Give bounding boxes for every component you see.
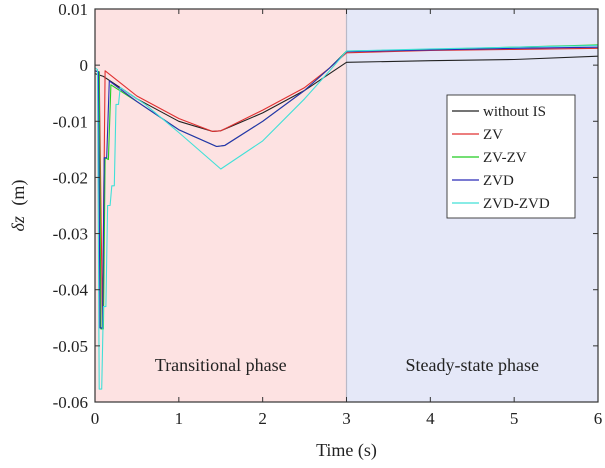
y-tick-label-2: -0.01 bbox=[53, 112, 88, 131]
axis-ticks: 0 1 2 3 4 5 6 0.01 0 -0.01 -0.02 -0.03 -0.04 -0.05 -0.… bbox=[53, 0, 603, 428]
y-tick-label-1: 0 bbox=[80, 56, 89, 75]
x-axis-title: Time (s) bbox=[316, 440, 377, 461]
legend-label-0: without IS bbox=[483, 104, 546, 120]
x-tick-label-2: 2 bbox=[258, 409, 267, 428]
region-label-0: Transitional phase bbox=[155, 355, 287, 375]
y-axis-unit: (m) bbox=[8, 180, 29, 206]
y-tick-label-5: -0.04 bbox=[53, 281, 89, 300]
y-tick-label-7: -0.06 bbox=[53, 393, 88, 412]
region-0 bbox=[95, 9, 347, 402]
y-tick-label-0: 0.01 bbox=[58, 0, 88, 19]
x-tick-label-5: 5 bbox=[510, 409, 519, 428]
y-axis-title: δz (m) bbox=[8, 180, 29, 232]
legend: without IS ZV ZV-ZV ZVD ZVD-ZVD bbox=[446, 94, 576, 219]
series-line-4 bbox=[94, 44, 599, 390]
region-labels: Transitional phase Steady-state phase bbox=[155, 355, 539, 375]
y-tick-label-6: -0.05 bbox=[53, 337, 88, 356]
x-tick-label-6: 6 bbox=[594, 409, 603, 428]
legend-label-3: ZVD bbox=[483, 173, 514, 189]
series-line-3 bbox=[94, 46, 599, 329]
y-tick-label-4: -0.03 bbox=[53, 225, 88, 244]
region-label-1: Steady-state phase bbox=[406, 355, 539, 375]
series-lines bbox=[94, 44, 599, 390]
x-tick-label-1: 1 bbox=[175, 409, 184, 428]
legend-label-1: ZV bbox=[483, 127, 503, 143]
x-tick-label-4: 4 bbox=[426, 409, 435, 428]
y-tick-label-3: -0.02 bbox=[53, 168, 88, 187]
x-tick-label-3: 3 bbox=[342, 409, 351, 428]
legend-label-2: ZV-ZV bbox=[483, 150, 527, 166]
legend-label-4: ZVD-ZVD bbox=[483, 196, 550, 212]
x-tick-label-0: 0 bbox=[91, 409, 100, 428]
y-axis-symbol: δz bbox=[8, 216, 28, 231]
